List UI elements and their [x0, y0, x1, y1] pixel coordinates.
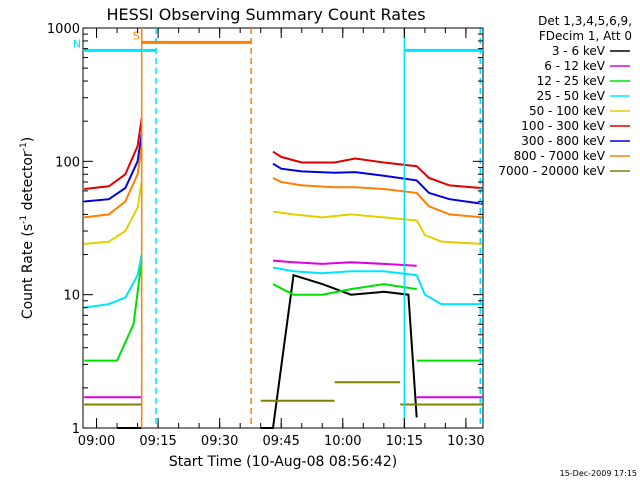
x-tick-label: 09:00	[78, 434, 115, 449]
x-tick-label: 10:30	[447, 434, 484, 449]
x-tick-label: 09:30	[201, 434, 238, 449]
y-axis-label-sup2: -1	[19, 142, 29, 151]
y-axis-label: Count Rate (s-1 detector-1)	[19, 137, 36, 319]
legend-label-0: 3 - 6 keV	[552, 44, 606, 58]
series-line-2-seg-0	[84, 260, 143, 362]
series-line-5-seg-1	[272, 150, 483, 190]
legend-header-line-2: FDecim 1, Att 0	[539, 29, 632, 43]
y-tick-label: 10	[63, 289, 80, 304]
series-line-7-seg-1	[272, 177, 483, 219]
legend-label-4: 50 - 100 keV	[529, 104, 606, 118]
state-bar-label-0: S	[133, 29, 140, 42]
y-tick-label: 1	[72, 422, 80, 437]
x-tick-label: 10:00	[324, 434, 361, 449]
legend-label-2: 12 - 25 keV	[537, 74, 606, 88]
legend-label-6: 300 - 800 keV	[521, 134, 605, 148]
chart-title: HESSI Observing Summary Count Rates	[106, 5, 425, 24]
legend-header-line-1: Det 1,3,4,5,6,9,	[538, 14, 632, 28]
y-axis-label-end: )	[20, 137, 36, 142]
footer-timestamp: 15-Dec-2009 17:15	[560, 469, 637, 478]
series-line-6-seg-1	[272, 162, 483, 205]
chart-marks: SN	[73, 28, 483, 429]
series-line-3-seg-0	[84, 254, 143, 309]
series-line-4-seg-1	[272, 210, 483, 245]
y-axis-label-sup1: -1	[19, 215, 29, 224]
series-line-0-seg-1	[260, 273, 418, 429]
state-bar-label-1: N	[73, 37, 81, 50]
series-line-2-seg-1	[272, 283, 417, 296]
series-line-1-seg-1	[272, 259, 417, 267]
y-axis-label-mid: detector	[20, 151, 36, 215]
plot-frame	[82, 27, 484, 429]
legend-label-8: 7000 - 20000 keV	[498, 164, 605, 178]
x-axis-label: Start Time (10-Aug-08 08:56:42)	[169, 454, 397, 470]
legend: Det 1,3,4,5,6,9, FDecim 1, Att 0 3 - 6 k…	[498, 14, 632, 178]
series-line-3-seg-1	[272, 266, 483, 306]
legend-label-3: 25 - 50 keV	[537, 89, 606, 103]
series-line-6-seg-0	[84, 133, 143, 203]
series-line-5-seg-0	[84, 118, 143, 190]
x-axis: 09:00 09:15 09:30 09:45 10:00 10:15 10:30	[78, 28, 485, 449]
x-tick-label: 09:15	[139, 434, 176, 449]
legend-label-1: 6 - 12 keV	[544, 59, 606, 73]
y-axis-label-main: Count Rate (s	[20, 224, 36, 319]
y-axis: 1 10 100 1000	[47, 22, 483, 437]
x-tick-label: 10:15	[386, 434, 423, 449]
series-line-7-seg-0	[84, 145, 143, 219]
y-tick-label: 1000	[47, 22, 80, 37]
y-tick-label: 100	[55, 155, 80, 170]
x-tick-label: 09:45	[262, 434, 299, 449]
series-line-4-seg-0	[84, 181, 143, 245]
legend-label-7: 800 - 7000 keV	[514, 149, 606, 163]
legend-label-5: 100 - 300 keV	[521, 119, 605, 133]
